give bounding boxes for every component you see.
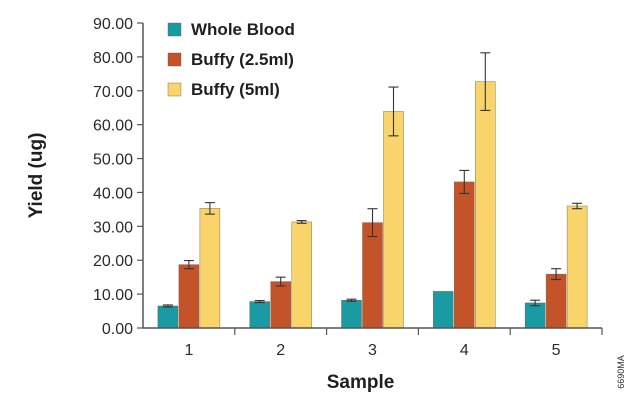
legend-label: Buffy (2.5ml) [191,50,294,69]
y-tick-label: 90.00 [93,16,133,33]
legend: Whole Blood Buffy (2.5ml) Buffy (5ml) [167,20,295,99]
bar-1-2 [249,301,270,329]
bar-1-4 [433,291,454,329]
error-bar [296,220,307,224]
error-bar [551,268,562,281]
y-tick-label: 30.00 [93,219,133,236]
y-tick-label: 0.00 [102,321,133,338]
error-bar [530,299,541,307]
error-bar [183,260,194,270]
error-bar [480,52,491,111]
y-tick-label: 10.00 [93,287,133,304]
x-tick-label: 3 [368,342,377,359]
error-bar [254,299,265,304]
y-axis-title: Yield (ug) [26,133,47,219]
y-tick-label: 70.00 [93,84,133,101]
y-tick-label: 60.00 [93,118,133,135]
bar-3-4 [475,81,496,329]
y-tick-label: 40.00 [93,185,133,202]
x-tick-label: 2 [276,342,285,359]
bar-2-4 [454,181,475,329]
legend-swatch [167,52,182,67]
bar-2-2 [270,281,291,329]
legend-label: Whole Blood [191,20,295,39]
legend-swatch [167,82,182,97]
bar-3-3 [383,111,404,329]
error-bar [275,276,286,287]
y-tick-label: 80.00 [93,50,133,67]
bar-1-5 [524,302,546,329]
bar-1-1 [157,305,179,329]
bar-2-1 [178,264,200,329]
x-tick-label: 4 [460,342,469,359]
bar-3-2 [291,221,312,329]
y-tick-label: 50.00 [93,152,133,169]
bar-3-5 [566,205,588,329]
bar-1-3 [341,300,362,329]
y-axis-ticks: 0.00 10.00 20.00 30.00 40.00 50.00 60.00 70.00 8… [93,16,143,338]
error-bar [388,86,399,137]
error-bar [204,202,215,215]
figure-code: 6690MA [616,355,626,389]
x-tick-label: 1 [184,342,193,359]
legend-swatch [167,22,182,37]
error-bars-layer [162,52,583,308]
error-bar [572,202,583,210]
bars-layer [157,81,588,329]
error-bar [459,169,470,195]
legend-label: Buffy (5ml) [191,80,280,99]
error-bar [162,304,173,308]
bar-2-3 [362,222,383,329]
x-axis-ticks: 1 2 3 4 5 [184,328,603,359]
error-bar [346,298,357,302]
error-bar [367,208,378,238]
bar-3-1 [199,208,221,329]
x-tick-label: 5 [552,342,561,359]
bar-2-5 [545,273,567,329]
x-axis-title: Sample [327,372,395,393]
y-tick-label: 20.00 [93,253,133,270]
